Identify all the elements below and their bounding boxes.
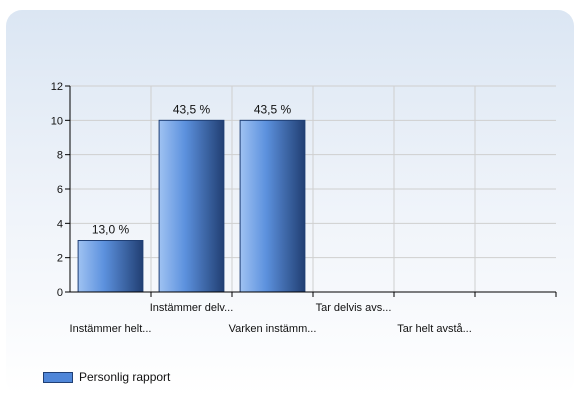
data-label: 43,5 % xyxy=(173,102,211,116)
legend-label: Personlig rapport xyxy=(79,370,171,384)
x-tick-label: Tar delvis avs... xyxy=(316,302,392,314)
legend-swatch xyxy=(43,371,73,383)
axes xyxy=(65,85,557,297)
y-tick-label: 0 xyxy=(57,287,63,299)
grid-lines xyxy=(70,85,556,292)
legend: Personlig rapport xyxy=(43,370,170,384)
x-tick-label: Instämmer helt... xyxy=(70,323,152,335)
data-label: 13,0 % xyxy=(92,223,130,237)
y-tick-label: 2 xyxy=(57,253,63,265)
bar xyxy=(239,119,306,293)
y-tick-label: 10 xyxy=(51,115,63,127)
data-label: 43,5 % xyxy=(254,102,292,116)
x-tick-label: Tar helt avstå... xyxy=(397,323,472,335)
bars xyxy=(77,119,306,293)
bar xyxy=(77,240,144,293)
y-tick-label: 8 xyxy=(57,150,63,162)
y-tick-label: 6 xyxy=(57,184,63,196)
x-tick-label: Varken instämm... xyxy=(229,323,317,335)
y-tick-label: 12 xyxy=(51,81,63,93)
labels: 13,0 % 43,5 % 43,5 % 0 2 4 6 8 10 12 Instämmer hel… xyxy=(51,81,472,335)
bar xyxy=(158,119,225,293)
y-tick-label: 4 xyxy=(57,218,63,230)
x-tick-label: Instämmer delv... xyxy=(150,302,234,314)
